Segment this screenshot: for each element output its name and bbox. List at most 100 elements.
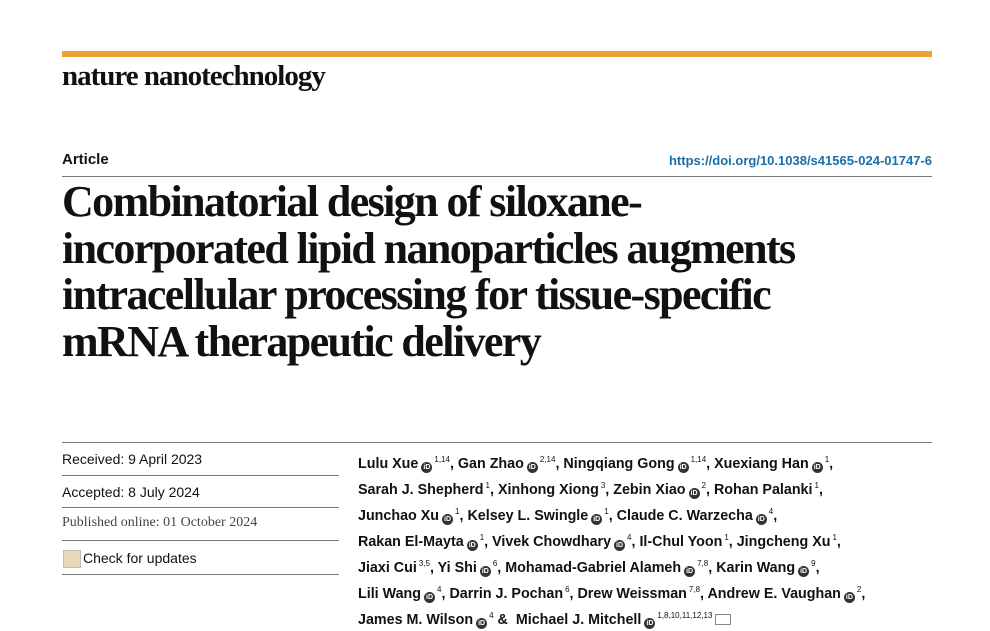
- separator: ,: [700, 586, 704, 602]
- affiliation: 1,14: [434, 455, 450, 464]
- author-name[interactable]: Claude C. Warzecha: [616, 508, 753, 524]
- rule: [62, 540, 339, 541]
- author-name[interactable]: Kelsey L. Swingle: [467, 508, 589, 524]
- updates-icon[interactable]: [63, 550, 81, 568]
- author-line: Sarah J. Shepherd 1, Xinhong Xiong 3, Zebi…: [358, 475, 865, 501]
- separator: ,: [490, 482, 494, 498]
- affiliation: 4: [627, 533, 632, 542]
- email-icon[interactable]: [715, 614, 732, 625]
- author-name[interactable]: Michael J. Mitchell: [515, 612, 642, 628]
- author-name[interactable]: Darrin J. Pochan: [449, 586, 564, 602]
- author-name[interactable]: Lili Wang: [358, 586, 422, 602]
- orcid-icon[interactable]: iD: [526, 462, 538, 473]
- orcid-icon[interactable]: iD: [424, 592, 436, 603]
- author-name[interactable]: Xinhong Xiong: [497, 482, 599, 498]
- separator: ,: [829, 456, 834, 472]
- orcid-icon[interactable]: iD: [688, 488, 700, 499]
- orcid-icon[interactable]: iD: [479, 566, 491, 577]
- check-updates[interactable]: Check for updates: [83, 550, 197, 566]
- rule: [62, 574, 339, 575]
- separator: ,: [484, 534, 489, 550]
- affiliation: 1: [604, 507, 609, 516]
- author-name[interactable]: Ningqiang Gong: [563, 456, 675, 472]
- author-name[interactable]: Xuexiang Han: [714, 456, 809, 472]
- affiliation: 7,8: [688, 585, 701, 594]
- rule: [62, 507, 339, 508]
- affiliation: 1: [479, 533, 485, 542]
- orcid-icon[interactable]: iD: [684, 566, 696, 577]
- separator: ,: [815, 560, 820, 576]
- separator: ,: [706, 482, 710, 498]
- published: Published online: 01 October 2024: [62, 515, 258, 530]
- affiliation: 4: [489, 611, 494, 620]
- author-name[interactable]: Rakan El-Mayta: [358, 534, 464, 550]
- title-line: Combinatorial design of siloxane-: [62, 177, 643, 226]
- separator: ,: [569, 586, 574, 602]
- journal-logo[interactable]: nature nanotechnology: [62, 60, 326, 92]
- author-name[interactable]: Rohan Palanki: [713, 482, 813, 498]
- affiliation: 4: [437, 585, 442, 594]
- author-name[interactable]: Gan Zhao: [457, 456, 524, 472]
- rule: [62, 176, 932, 177]
- affiliation: 2,14: [539, 455, 556, 464]
- separator: ,: [773, 508, 778, 524]
- orcid-icon[interactable]: iD: [811, 462, 823, 473]
- affiliation: 1: [832, 533, 837, 542]
- orcid-icon[interactable]: iD: [798, 566, 810, 577]
- orcid-icon[interactable]: iD: [843, 592, 855, 603]
- author-name[interactable]: Vivek Chowdhary: [492, 534, 612, 550]
- affiliation: 7,8: [697, 559, 709, 568]
- orcid-icon[interactable]: iD: [466, 540, 478, 551]
- affiliation: 3: [600, 481, 606, 490]
- doi-link[interactable]: https://doi.org/10.1038/s41565-024-01747…: [668, 153, 932, 168]
- separator: ,: [608, 508, 613, 524]
- affiliation: 1,14: [690, 455, 707, 464]
- orcid-icon[interactable]: iD: [476, 618, 488, 629]
- separator: ,: [836, 534, 841, 550]
- author-line: Lili Wang iD4, Darrin J. Pochan 6, Drew We…: [358, 579, 865, 605]
- orcid-icon[interactable]: iD: [677, 462, 689, 473]
- author-name[interactable]: Karin Wang: [716, 560, 796, 576]
- separator: ,: [861, 586, 866, 602]
- author-name[interactable]: Zebin Xiao: [613, 482, 686, 498]
- author-name[interactable]: Lulu Xue: [358, 456, 419, 472]
- separator: ,: [706, 456, 711, 472]
- affiliation: 1,8,10,11,12,13: [657, 611, 713, 620]
- author-name[interactable]: Yi Shi: [437, 560, 477, 576]
- affiliation: 6: [565, 585, 570, 594]
- author-name[interactable]: Drew Weissman: [577, 586, 687, 602]
- affiliation: 1: [485, 481, 490, 490]
- affiliation: 1: [814, 481, 819, 490]
- author-name[interactable]: Sarah J. Shepherd: [358, 482, 484, 498]
- affiliation: 2: [856, 585, 862, 594]
- author-line: Jiaxi Cui 3,5, Yi Shi iD6, Mohamad-Gabriel…: [358, 553, 865, 579]
- orcid-icon[interactable]: iD: [421, 462, 433, 473]
- separator: ,: [459, 508, 464, 524]
- orcid-icon[interactable]: iD: [644, 618, 656, 629]
- author-name[interactable]: Junchao Xu: [358, 508, 440, 524]
- orcid-icon[interactable]: iD: [755, 514, 767, 525]
- author-line: Rakan El-Mayta iD1, Vivek Chowdhary iD4, I…: [358, 527, 865, 553]
- author-name[interactable]: Jiaxi Cui: [358, 560, 417, 576]
- author-name[interactable]: Mohamad-Gabriel Alameh: [505, 560, 682, 576]
- orcid-icon[interactable]: iD: [614, 540, 626, 551]
- received: Received: 9 April 2023: [62, 451, 203, 467]
- separator: ,: [441, 586, 446, 602]
- separator: ,: [497, 560, 502, 576]
- author-name[interactable]: Jingcheng Xu: [736, 534, 831, 550]
- author-name[interactable]: Andrew E. Vaughan: [707, 586, 841, 602]
- separator: ,: [818, 482, 823, 498]
- author-name[interactable]: James M. Wilson: [358, 612, 474, 628]
- title: Combinatorial design of siloxane- incorp…: [62, 177, 796, 365]
- affiliation: 3,5: [418, 559, 430, 568]
- author-line: Junchao Xu iD1, Kelsey L. Swingle iD1, Cla…: [358, 501, 865, 527]
- author-name[interactable]: Il-Chul Yoon: [639, 534, 723, 550]
- affiliation: 4: [768, 507, 774, 516]
- title-line: intracellular processing for tissue-spec…: [62, 270, 772, 319]
- author-line: Lulu Xue iD1,14, Gan Zhao iD2,14, Ningqian…: [358, 449, 865, 475]
- separator: ,: [429, 560, 434, 576]
- orcid-icon[interactable]: iD: [591, 514, 603, 525]
- orcid-icon[interactable]: iD: [442, 514, 454, 525]
- separator: ,: [555, 456, 560, 472]
- separator: &: [497, 612, 508, 628]
